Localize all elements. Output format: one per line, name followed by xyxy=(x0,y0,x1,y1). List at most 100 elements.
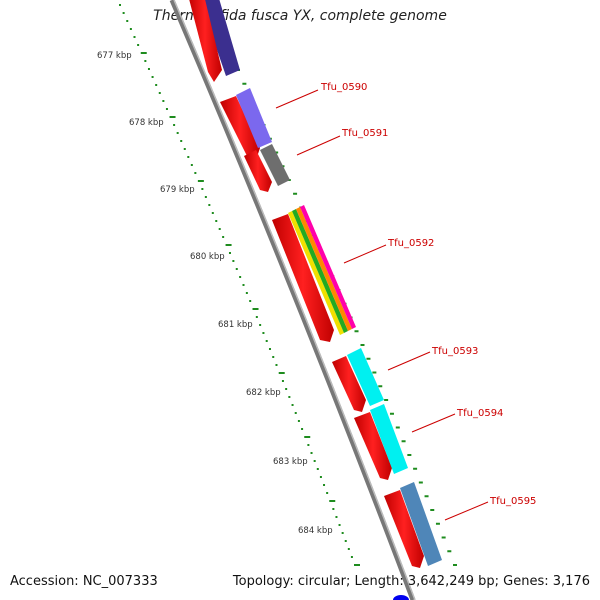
leader-line xyxy=(296,135,341,156)
ruler-major-tick xyxy=(354,564,360,566)
map-title: Thermobifida fusca YX, complete genome xyxy=(153,8,447,24)
gene-label: Tfu_0594 xyxy=(456,408,503,419)
backbone-line xyxy=(169,0,416,600)
ruler-dot xyxy=(294,412,297,414)
kbp-ruler xyxy=(119,4,360,566)
feature-Tfu_0592-stripe xyxy=(300,205,356,329)
outer-tick xyxy=(366,357,371,360)
ruler-dot xyxy=(255,316,258,318)
ruler-dot xyxy=(301,428,304,430)
leader-line xyxy=(275,89,319,109)
ruler-dot xyxy=(335,516,338,518)
summary-text: Topology: circular; Length: 3,642,249 bp… xyxy=(232,574,590,589)
leader-line xyxy=(444,501,489,521)
outer-tick xyxy=(378,385,383,388)
feature-Tfu_0593 xyxy=(347,348,384,406)
ruler-dot xyxy=(137,44,140,46)
ruler-dot xyxy=(285,388,288,390)
outer-tick xyxy=(447,550,452,553)
kbp-label: 679 kbp xyxy=(160,185,195,195)
feature-Tfu_0590 xyxy=(236,88,272,148)
ruler-dot xyxy=(259,324,262,326)
ruler-dot xyxy=(265,340,268,342)
ruler-dot xyxy=(275,364,278,366)
cds-arrow xyxy=(220,96,260,160)
ruler-dot xyxy=(162,100,165,102)
feature-Tfu_0594 xyxy=(370,404,408,474)
gene-label: Tfu_0592 xyxy=(387,238,434,249)
ruler-dot xyxy=(183,148,186,150)
feature-Tfu_0592-stripe xyxy=(288,211,344,335)
ruler-dot xyxy=(242,284,245,286)
ruler-major-tick xyxy=(197,180,204,182)
outer-tick xyxy=(384,399,389,401)
ruler-dot xyxy=(281,380,284,382)
outer-tick xyxy=(430,509,435,511)
kbp-label: 681 kbp xyxy=(218,320,253,330)
ruler-dot xyxy=(129,28,132,30)
outer-tick xyxy=(354,330,359,333)
ruler-dot xyxy=(291,404,294,406)
cds-arrow xyxy=(384,490,424,568)
label-leader-lines xyxy=(275,89,489,521)
ruler-dot xyxy=(249,300,252,302)
ruler-dot xyxy=(204,196,207,198)
outer-tick xyxy=(401,440,406,443)
kbp-label: 684 kbp xyxy=(298,526,333,536)
outer-tick xyxy=(360,344,365,346)
ruler-dot xyxy=(122,12,125,14)
kbp-labels: 677 kbp 678 kbp 679 kbp 680 kbp 681 kbp … xyxy=(97,51,333,536)
outer-tick xyxy=(435,522,440,525)
feature-track xyxy=(236,88,442,566)
ruler-major-tick xyxy=(304,436,311,438)
feature-Tfu_0595 xyxy=(400,482,442,566)
ruler-dot xyxy=(173,124,176,126)
kbp-label: 677 kbp xyxy=(97,51,132,61)
ruler-dot xyxy=(155,84,158,86)
cds-track xyxy=(189,0,424,568)
outer-tick xyxy=(424,495,429,498)
backbone-highlight xyxy=(173,0,416,600)
ruler-dot xyxy=(222,236,225,238)
ruler-dot xyxy=(208,204,211,206)
ruler-dot xyxy=(187,156,190,158)
ruler-dot xyxy=(347,548,350,550)
ruler-dot xyxy=(297,420,300,422)
leader-line xyxy=(387,351,431,371)
cds-arrow xyxy=(354,412,392,480)
ruler-dot xyxy=(176,132,179,134)
ruler-dot xyxy=(350,556,353,558)
ruler-dot xyxy=(344,540,347,542)
ruler-dot xyxy=(119,4,121,6)
kbp-label: 680 kbp xyxy=(190,252,225,262)
gene-label: Tfu_0595 xyxy=(489,496,536,507)
ruler-dot xyxy=(332,508,335,510)
leader-line xyxy=(411,413,456,433)
outer-tick xyxy=(413,467,418,470)
ruler-dot xyxy=(180,140,183,142)
accession-text: Accession: NC_007333 xyxy=(10,574,158,589)
feature-Tfu_0592-stripe xyxy=(296,207,352,331)
ruler-major-tick xyxy=(252,308,259,310)
ruler-major-tick xyxy=(329,500,336,502)
ruler-dot xyxy=(288,396,291,398)
ruler-dot xyxy=(126,20,129,22)
feature-Tfu_0591 xyxy=(260,144,290,186)
ruler-dot xyxy=(228,252,231,254)
ruler-dot xyxy=(307,444,310,446)
ruler-dot xyxy=(235,268,238,270)
top-feature xyxy=(199,0,240,76)
outer-tick xyxy=(372,371,377,374)
ruler-dot xyxy=(341,532,344,534)
cds-arrow xyxy=(272,214,334,342)
ruler-dot xyxy=(147,68,150,70)
cds-arrow xyxy=(332,356,366,412)
outer-tick xyxy=(407,454,412,456)
ruler-dot xyxy=(158,92,161,94)
ruler-dot xyxy=(218,228,221,230)
ruler-dot xyxy=(201,188,204,190)
outer-tick xyxy=(453,564,457,566)
ruler-dot xyxy=(215,220,218,222)
ruler-dot xyxy=(133,36,136,38)
